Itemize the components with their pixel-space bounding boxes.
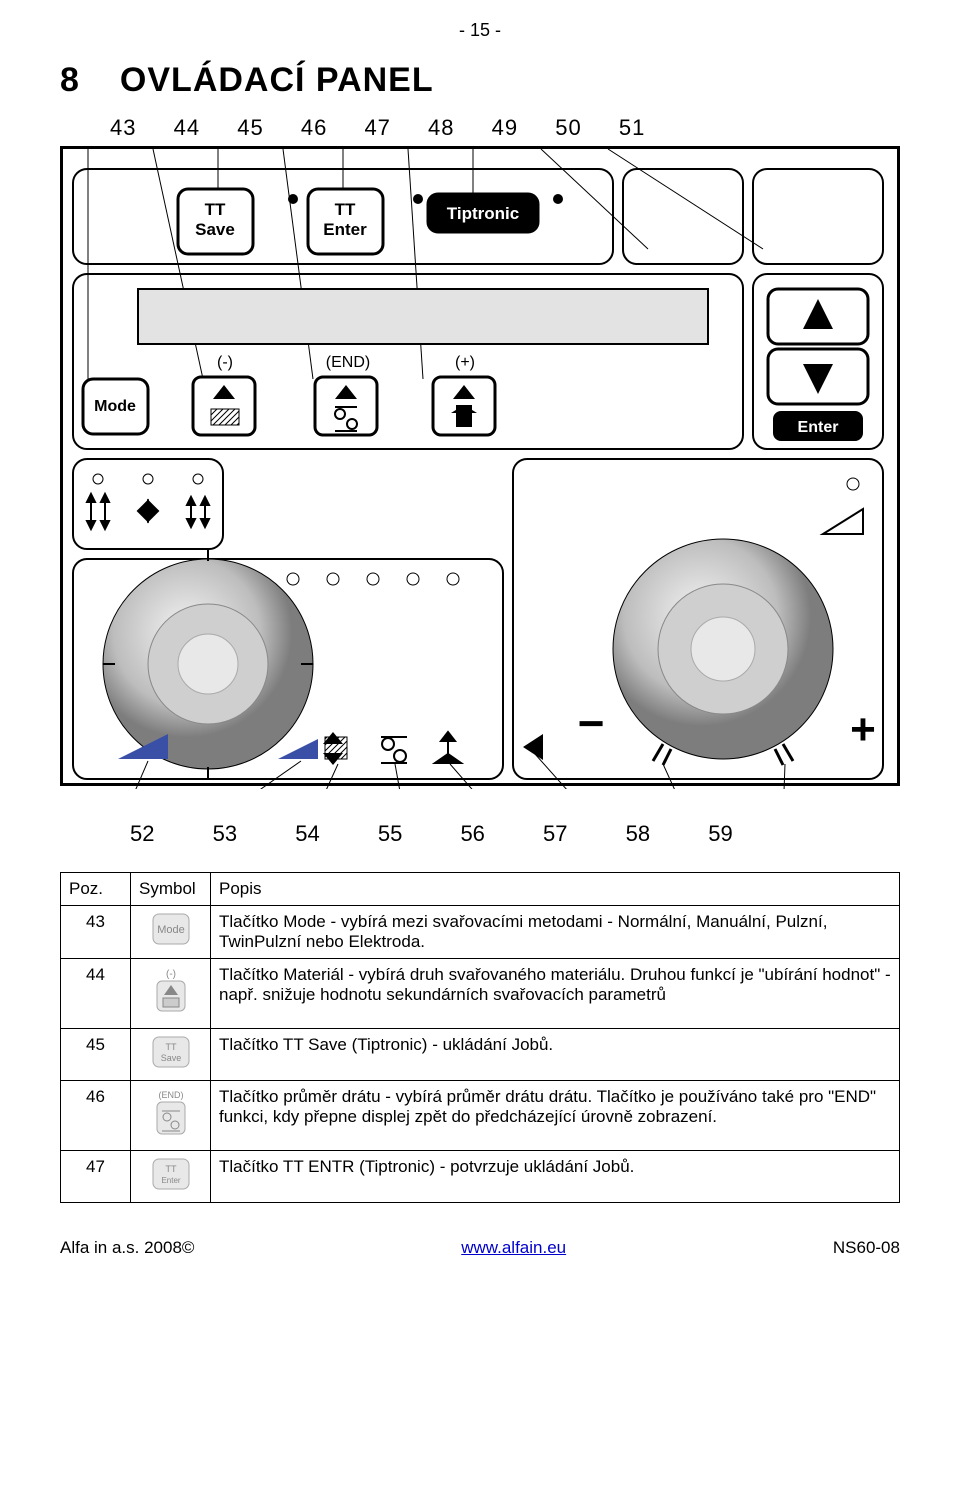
table-row: 47 TT Enter Tlačítko TT ENTR (Tiptronic) … bbox=[61, 1151, 900, 1203]
svg-text:Enter: Enter bbox=[323, 220, 367, 239]
cell-pos: 44 bbox=[61, 959, 131, 1029]
cell-sym: TT Enter bbox=[131, 1151, 211, 1203]
svg-text:TT: TT bbox=[165, 1042, 176, 1052]
th-pos: Poz. bbox=[61, 873, 131, 906]
callout-num: 48 bbox=[428, 115, 454, 140]
cell-pos: 45 bbox=[61, 1029, 131, 1081]
description-table: Poz. Symbol Popis 43 Mode Tlačítko Mode … bbox=[60, 872, 900, 1203]
cell-sym: Mode bbox=[131, 906, 211, 959]
callouts-bottom: 52 53 54 55 56 57 58 59 bbox=[130, 821, 900, 847]
callout-num: 57 bbox=[543, 821, 567, 846]
wire-end-icon: (END) bbox=[151, 1087, 191, 1139]
callout-num: 59 bbox=[708, 821, 732, 846]
cell-sym: (-) bbox=[131, 959, 211, 1029]
footer-left: Alfa in a.s. 2008© bbox=[60, 1238, 194, 1258]
footer-right: NS60-08 bbox=[833, 1238, 900, 1258]
callout-num: 51 bbox=[619, 115, 645, 140]
th-desc: Popis bbox=[211, 873, 900, 906]
callouts-top: 43 44 45 46 47 48 49 50 51 bbox=[110, 115, 900, 141]
section-title-text: OVLÁDACÍ PANEL bbox=[120, 61, 434, 99]
table-row: 44 (-) Tlačítko Materiál - vybírá druh s… bbox=[61, 959, 900, 1029]
minus-sign: − bbox=[578, 697, 605, 749]
tt-save-label: TT bbox=[205, 200, 226, 219]
cell-desc: Tlačítko Mode - vybírá mezi svařovacími … bbox=[211, 906, 900, 959]
callout-num: 58 bbox=[626, 821, 650, 846]
mode-icon: Mode bbox=[151, 912, 191, 946]
callout-num: 56 bbox=[460, 821, 484, 846]
table-row: 46 (END) Tlačítko průměr drátu - vybírá … bbox=[61, 1081, 900, 1151]
page-footer: Alfa in a.s. 2008© www.alfain.eu NS60-08 bbox=[60, 1238, 900, 1258]
svg-text:Enter: Enter bbox=[161, 1176, 180, 1185]
section-heading: 8 OVLÁDACÍ PANEL bbox=[60, 61, 900, 100]
section-number: 8 bbox=[60, 61, 80, 100]
callout-num: 55 bbox=[378, 821, 402, 846]
th-sym: Symbol bbox=[131, 873, 211, 906]
cell-desc: Tlačítko Materiál - vybírá druh svařovan… bbox=[211, 959, 900, 1029]
cell-desc: Tlačítko TT Save (Tiptronic) - ukládání … bbox=[211, 1029, 900, 1081]
svg-text:(-): (-) bbox=[166, 969, 176, 980]
callout-num: 46 bbox=[301, 115, 327, 140]
minus-label: (-) bbox=[217, 354, 233, 371]
end-label: (END) bbox=[326, 354, 370, 371]
callout-num: 53 bbox=[213, 821, 237, 846]
table-row: 43 Mode Tlačítko Mode - vybírá mezi svař… bbox=[61, 906, 900, 959]
control-panel-diagram: TT Save TT Enter Tiptronic (-) (END) (+)… bbox=[60, 146, 900, 786]
cell-sym: TTSave bbox=[131, 1029, 211, 1081]
callout-num: 45 bbox=[237, 115, 263, 140]
tt-enter-icon: TT Enter bbox=[151, 1157, 191, 1191]
svg-text:TT: TT bbox=[165, 1164, 176, 1174]
plus-label: (+) bbox=[455, 354, 475, 371]
svg-text:(END): (END) bbox=[158, 1090, 183, 1100]
svg-text:Mode: Mode bbox=[157, 924, 185, 936]
cell-pos: 46 bbox=[61, 1081, 131, 1151]
cell-pos: 43 bbox=[61, 906, 131, 959]
svg-text:Save: Save bbox=[195, 220, 235, 239]
plus-sign: + bbox=[850, 705, 876, 754]
svg-text:TT: TT bbox=[335, 200, 356, 219]
cell-desc: Tlačítko průměr drátu - vybírá průměr dr… bbox=[211, 1081, 900, 1151]
callout-num: 50 bbox=[555, 115, 581, 140]
tt-save-icon: TTSave bbox=[151, 1035, 191, 1069]
callout-num: 44 bbox=[174, 115, 200, 140]
tiptronic-label: Tiptronic bbox=[447, 204, 519, 223]
footer-link[interactable]: www.alfain.eu bbox=[461, 1238, 566, 1258]
callout-num: 52 bbox=[130, 821, 154, 846]
cell-pos: 47 bbox=[61, 1151, 131, 1203]
page-number-top: - 15 - bbox=[60, 20, 900, 41]
callout-num: 49 bbox=[492, 115, 518, 140]
svg-text:Save: Save bbox=[160, 1053, 181, 1063]
material-minus-icon: (-) bbox=[151, 965, 191, 1017]
enter-label: Enter bbox=[798, 419, 839, 436]
callout-num: 47 bbox=[364, 115, 390, 140]
cell-desc: Tlačítko TT ENTR (Tiptronic) - potvrzuje… bbox=[211, 1151, 900, 1203]
table-row: 45 TTSave Tlačítko TT Save (Tiptronic) -… bbox=[61, 1029, 900, 1081]
callout-num: 54 bbox=[295, 821, 319, 846]
mode-label: Mode bbox=[94, 398, 136, 415]
cell-sym: (END) bbox=[131, 1081, 211, 1151]
callout-num: 43 bbox=[110, 115, 136, 140]
